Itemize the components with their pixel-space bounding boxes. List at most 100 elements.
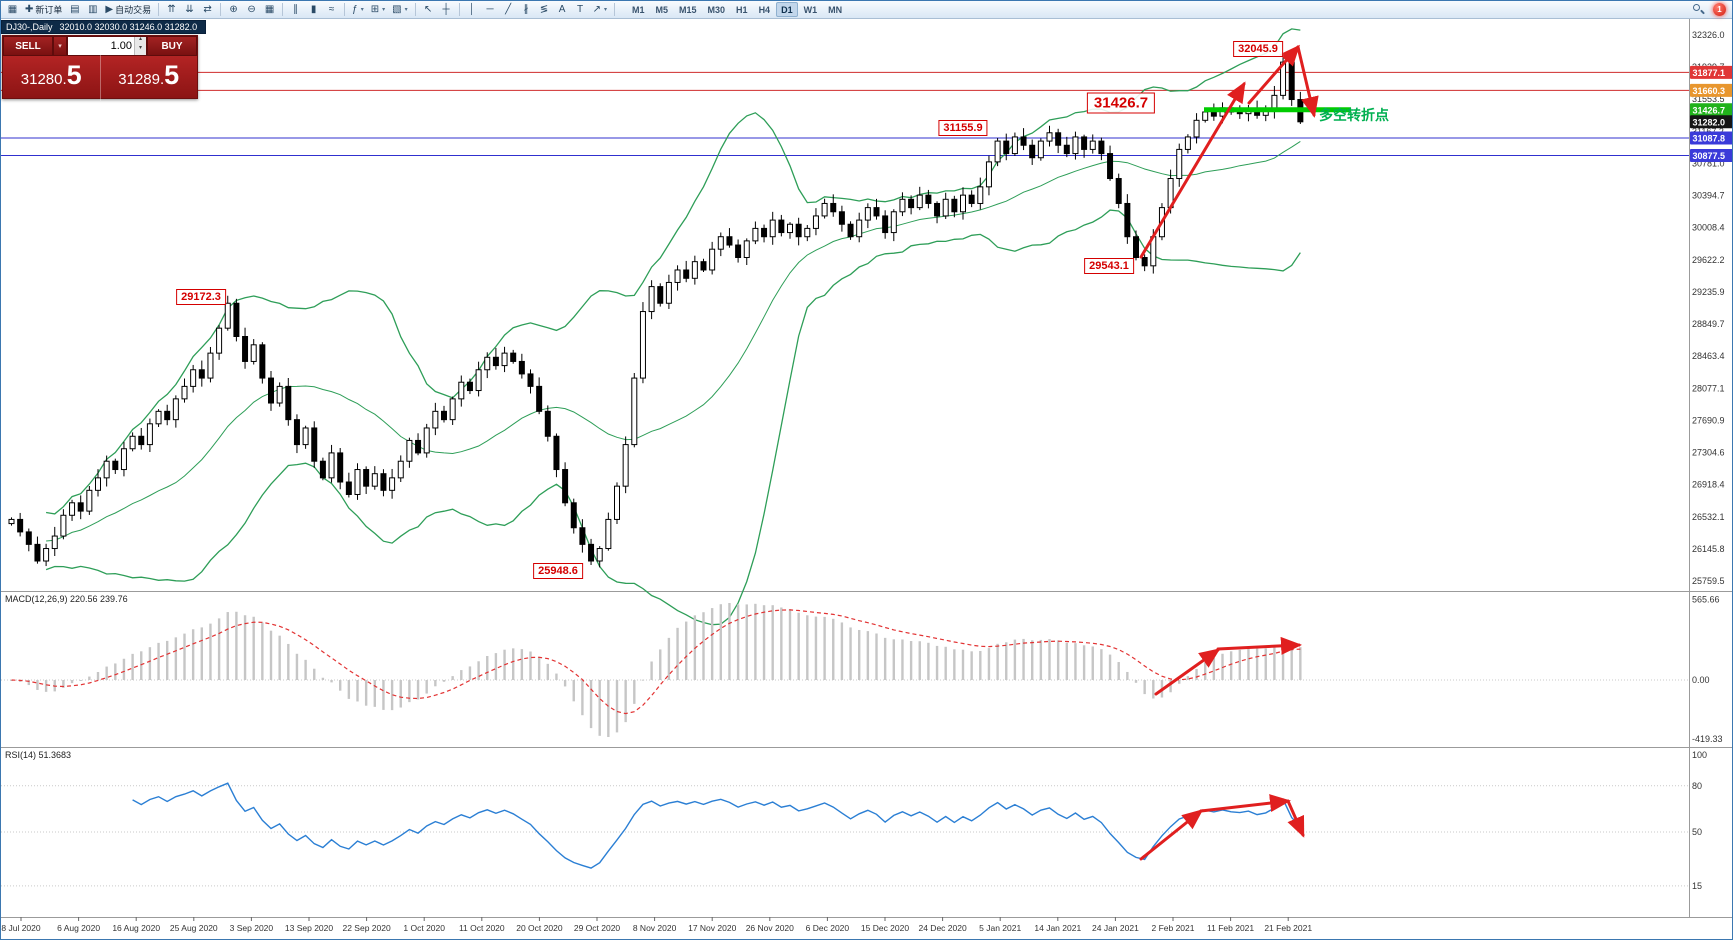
data-window-icon[interactable]: ▤ (66, 2, 83, 18)
macd-histogram-bar (650, 661, 653, 680)
price-label-25948[interactable]: 25948.6 (533, 563, 583, 580)
y-axis-label: 31167.2 (1692, 126, 1724, 136)
bear-candle (847, 223, 854, 238)
macd-histogram-bar (1299, 647, 1302, 680)
cursor-button[interactable]: ↖ (420, 2, 437, 18)
timeframe-m30[interactable]: M30 (703, 2, 731, 17)
price-tag: 30877.5 (1693, 151, 1726, 161)
buy-button[interactable]: BUY (147, 36, 197, 56)
bull-candle (1037, 140, 1044, 159)
zoom-out-button[interactable]: ⊖ (243, 2, 260, 18)
macd-histogram-bar (1273, 646, 1276, 680)
chart-type-bars-button[interactable]: ∥ (287, 2, 304, 18)
price-label-31426-big[interactable]: 31426.7 (1086, 92, 1156, 114)
sell-dropdown-icon[interactable]: ▾ (53, 36, 67, 56)
macd-histogram-bar (399, 680, 402, 708)
sort-up-icon[interactable]: ⇈ (163, 2, 180, 18)
macd-histogram-bar (667, 637, 671, 680)
timeframe-mn[interactable]: MN (823, 2, 847, 17)
chart-window-icon[interactable]: ▦ (4, 2, 21, 18)
indicators-button[interactable]: ƒ (349, 2, 367, 18)
volume-input[interactable] (68, 37, 134, 55)
timeframe-m5[interactable]: M5 (651, 2, 674, 17)
price-label-32045[interactable]: 32045.9 (1233, 41, 1283, 58)
timeframe-w1[interactable]: W1 (799, 2, 823, 17)
chart-type-line-button[interactable]: ≈ (323, 2, 340, 18)
horizontal-line-button[interactable]: ─ (482, 2, 499, 18)
sort-down-icon[interactable]: ⇊ (181, 2, 198, 18)
label-button[interactable]: T (572, 2, 589, 18)
bear-candle (492, 356, 499, 367)
timeframe-h4[interactable]: H4 (754, 2, 776, 17)
macd-histogram-bar (1195, 668, 1198, 680)
buy-price[interactable]: 31289.5 (99, 53, 198, 101)
arrows-button[interactable]: ↗ (590, 2, 610, 18)
text-button[interactable]: A (554, 2, 571, 18)
macd-histogram-bar (434, 680, 437, 687)
bear-candle (1055, 132, 1062, 146)
vertical-line-button[interactable]: │ (464, 2, 481, 18)
macd-histogram-bar (1290, 643, 1293, 680)
volume-down-icon[interactable]: ▾ (135, 45, 146, 55)
trend-arrow[interactable] (1199, 794, 1291, 813)
bull-candle (397, 460, 404, 479)
trend-arrow[interactable] (1154, 648, 1221, 696)
templates-button[interactable]: ▧ (389, 2, 410, 18)
trend-arrow[interactable] (1216, 636, 1302, 655)
macd-histogram-bar (806, 615, 809, 680)
trend-arrow[interactable] (1286, 799, 1305, 838)
timeframe-h1[interactable]: H1 (731, 2, 753, 17)
chart-type-candles-button[interactable]: ▮ (305, 2, 322, 18)
price-label-31155[interactable]: 31155.9 (938, 120, 988, 137)
bull-candle (674, 269, 681, 283)
volume-up-icon[interactable]: ▴ (135, 36, 146, 46)
macd-histogram-bar (970, 651, 973, 680)
trendline-button[interactable]: ╱ (500, 2, 517, 18)
sell-button[interactable]: SELL (3, 36, 53, 56)
bear-candle (536, 385, 543, 412)
trend-arrow[interactable] (1247, 44, 1300, 105)
channel-button[interactable]: ∦ (518, 2, 535, 18)
macd-histogram-bar (624, 680, 627, 723)
trend-arrow[interactable] (1139, 809, 1204, 861)
price-label-29543[interactable]: 29543.1 (1084, 258, 1134, 275)
bear-candle (345, 481, 352, 495)
trend-arrow[interactable] (1296, 45, 1319, 118)
bear-candle (562, 469, 569, 504)
price-label-29172[interactable]: 29172.3 (176, 289, 226, 306)
timeframe-m15[interactable]: M15 (674, 2, 702, 17)
bull-candle (155, 410, 162, 425)
cursor-glyph: ↖ (423, 3, 433, 15)
search-icon[interactable] (1692, 3, 1705, 16)
swap-icon[interactable]: ⇄ (199, 2, 216, 18)
price-tag: 31282.0 (1693, 117, 1726, 127)
timeframe-m1[interactable]: M1 (627, 2, 650, 17)
sort-up-icon-glyph: ⇈ (167, 3, 176, 15)
add-indicator-button[interactable]: ⊞ (368, 2, 388, 18)
zoom-in-button[interactable]: ⊕ (225, 2, 242, 18)
macd-histogram-bar (174, 637, 178, 680)
fibonacci-button[interactable]: ≶ (536, 2, 553, 18)
price-tag-box (1690, 148, 1732, 162)
crosshair-button[interactable]: ┼ (438, 2, 455, 18)
bull-candle (605, 518, 612, 550)
market-depth-icon[interactable]: ▥ (84, 2, 101, 18)
date-label: 14 Jan 2021 (1034, 923, 1081, 933)
date-label: 20 Oct 2020 (516, 923, 563, 933)
tile-windows-icon[interactable]: ▦ (261, 2, 278, 18)
notification-badge[interactable]: 1 (1713, 3, 1726, 16)
bear-candle (138, 435, 145, 446)
trend-arrow[interactable] (1139, 81, 1246, 259)
bear-candle (1020, 136, 1027, 146)
timeframe-d1[interactable]: D1 (776, 2, 798, 17)
bull-bear-turning-point-note[interactable]: 多空转折点 (1319, 107, 1389, 123)
sell-price[interactable]: 31280.5 (20, 59, 82, 90)
bull-candle (977, 186, 984, 204)
new-order-button[interactable]: ✚ 新订单 (22, 2, 65, 18)
bull-candle (717, 236, 724, 250)
macd-histogram-bar (88, 676, 91, 680)
macd-histogram-bar (598, 680, 601, 736)
bull-candle (423, 427, 430, 454)
auto-trading-button[interactable]: ▶ 自动交易 (102, 2, 154, 18)
